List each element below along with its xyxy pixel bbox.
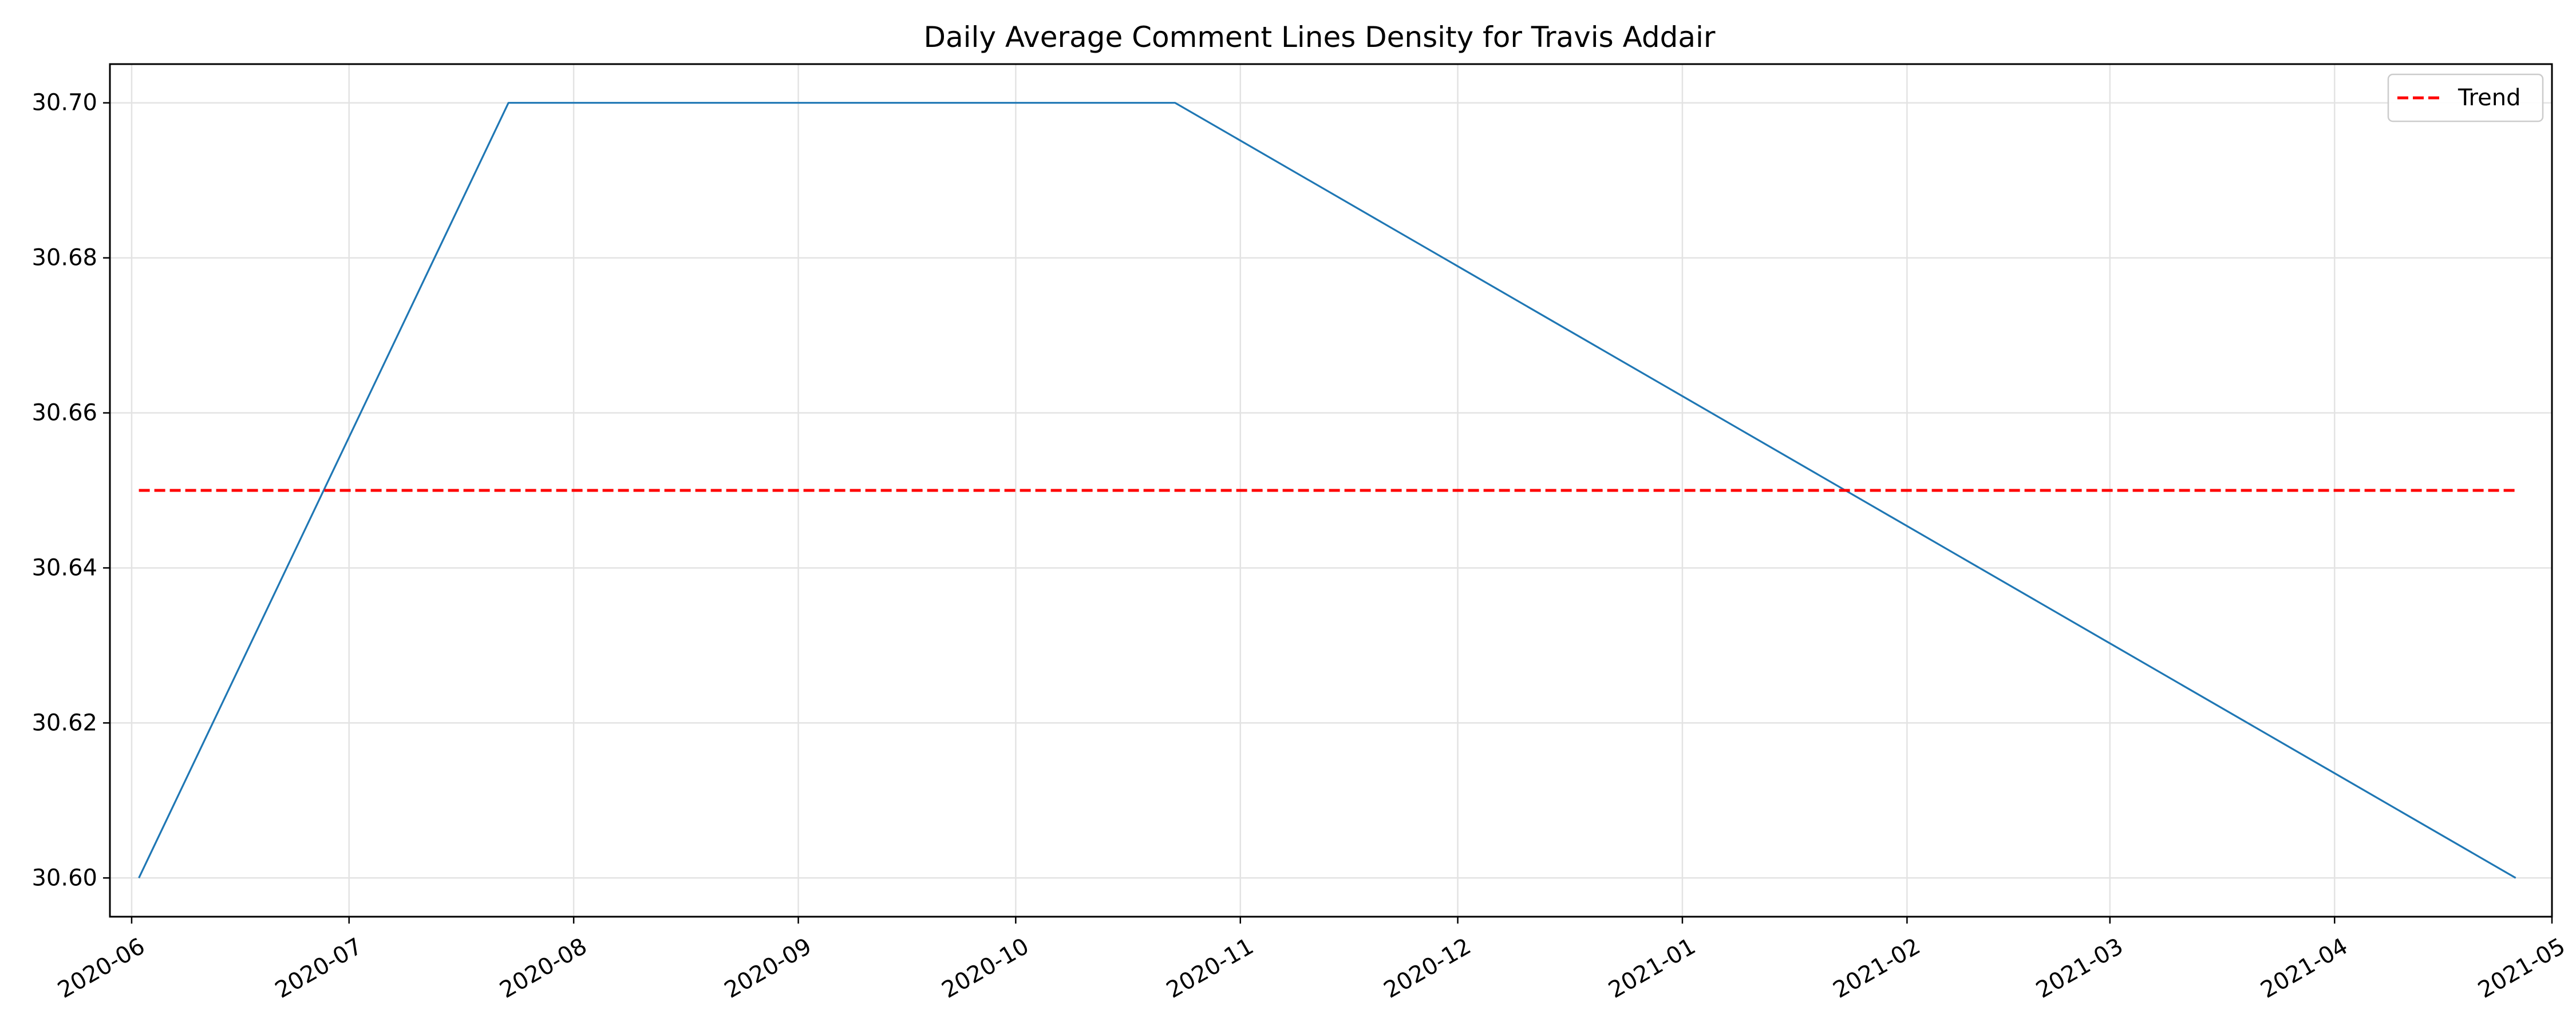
x-tick-label: 2021-02 — [1829, 933, 1925, 1004]
x-tick-label: 2020-10 — [938, 933, 1034, 1004]
y-tick-label: 30.64 — [31, 554, 97, 581]
y-axis: 30.60 30.62 30.64 30.66 30.68 30.70 — [31, 90, 110, 891]
x-tick-label: 2020-11 — [1162, 933, 1258, 1004]
x-axis: 2020-06 2020-07 2020-08 2020-09 2020-10 2020-… — [53, 917, 2570, 1004]
y-tick-label: 30.66 — [31, 400, 97, 426]
x-tick-label: 2020-09 — [720, 933, 816, 1004]
chart-title: Daily Average Comment Lines Density for … — [924, 21, 1716, 54]
y-tick-label: 30.62 — [31, 710, 97, 736]
plot-area-frame — [109, 63, 2553, 918]
x-tick-label: 2021-01 — [1604, 933, 1700, 1004]
x-tick-label: 2021-04 — [2256, 933, 2352, 1004]
legend-frame — [2387, 73, 2544, 122]
x-tick-label: 2021-03 — [2032, 933, 2128, 1004]
x-tick-label: 2020-12 — [1380, 933, 1476, 1004]
legend: Trend — [2387, 73, 2544, 122]
x-tick-label: 2021-05 — [2474, 933, 2570, 1004]
y-tick-label: 30.68 — [31, 245, 97, 271]
y-tick-label: 30.60 — [31, 865, 97, 891]
y-tick-label: 30.70 — [31, 90, 97, 116]
x-tick-label: 2020-07 — [271, 933, 367, 1004]
series-layer — [138, 102, 2516, 879]
x-tick-label: 2020-08 — [495, 933, 591, 1004]
legend-label: Trend — [2458, 85, 2520, 111]
x-tick-label: 2020-06 — [53, 933, 149, 1004]
